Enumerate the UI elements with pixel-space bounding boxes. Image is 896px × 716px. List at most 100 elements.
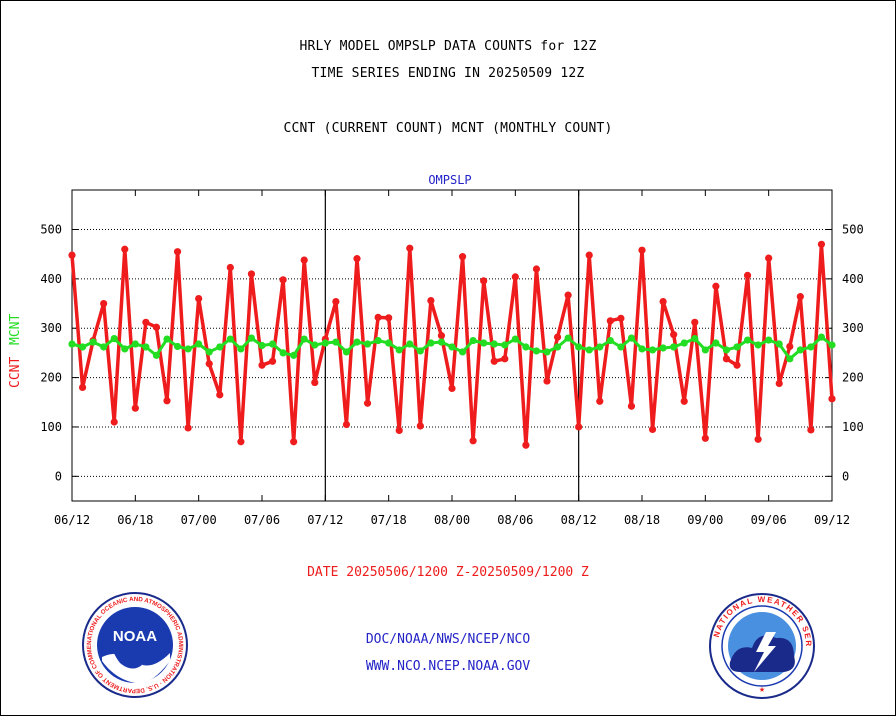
data-point-ccnt: [585, 251, 593, 259]
data-point-ccnt: [754, 435, 762, 443]
data-point-mcnt: [332, 338, 340, 346]
data-point-mcnt: [722, 346, 731, 354]
data-point-ccnt: [638, 246, 646, 254]
grid-layer: [72, 190, 832, 501]
data-point-ccnt: [195, 295, 203, 303]
data-point-mcnt: [311, 341, 319, 349]
y-axis-label-mcnt: MCNT: [8, 314, 23, 345]
data-point-mcnt: [480, 339, 488, 347]
data-point-mcnt: [406, 340, 414, 348]
data-point-mcnt: [638, 345, 646, 353]
data-point-ccnt: [522, 441, 530, 449]
data-point-mcnt: [511, 335, 519, 343]
chart-title-line-2: TIME SERIES ENDING IN 20250509 12Z: [311, 66, 585, 81]
data-point-mcnt: [279, 349, 287, 357]
data-point-mcnt: [216, 343, 224, 351]
data-point-mcnt: [543, 348, 551, 356]
data-point-mcnt: [89, 338, 97, 346]
data-point-mcnt: [100, 343, 108, 351]
data-point-ccnt: [606, 317, 614, 325]
data-point-mcnt: [342, 348, 351, 356]
nws-logo: NATIONAL WEATHER SERVICE ★: [706, 592, 815, 699]
data-point-mcnt: [585, 346, 593, 354]
data-point-mcnt: [532, 347, 541, 355]
data-point-mcnt: [68, 340, 76, 348]
data-point-ccnt: [300, 256, 308, 264]
y-tick-label-left: 500: [40, 222, 62, 236]
data-point-mcnt: [353, 338, 361, 346]
data-point-ccnt: [490, 357, 498, 365]
data-point-ccnt: [395, 426, 403, 435]
data-point-mcnt: [765, 336, 773, 344]
data-point-ccnt: [110, 418, 118, 426]
data-point-mcnt: [648, 346, 657, 354]
y-tick-label-left: 200: [40, 371, 62, 385]
data-point-mcnt: [828, 341, 836, 349]
data-point-mcnt: [374, 336, 382, 345]
y-tick-label-left: 100: [40, 420, 62, 434]
data-point-mcnt: [596, 343, 604, 351]
data-point-mcnt: [163, 335, 171, 343]
data-point-ccnt: [173, 248, 182, 256]
data-point-ccnt: [575, 423, 583, 431]
data-point-ccnt: [237, 438, 245, 446]
data-point-mcnt: [268, 340, 277, 348]
data-point-mcnt: [786, 355, 794, 363]
x-tick-label: 07/12: [307, 513, 343, 527]
data-point-ccnt: [532, 265, 541, 273]
y-tick-label-left: 0: [55, 469, 62, 483]
y-tick-label-right: 300: [842, 321, 864, 335]
data-point-ccnt: [627, 402, 636, 410]
data-point-mcnt: [564, 334, 572, 342]
data-point-ccnt: [448, 384, 456, 393]
data-point-mcnt: [237, 345, 245, 353]
data-point-ccnt: [765, 254, 773, 262]
data-point-mcnt: [395, 346, 403, 354]
y-axis-label-ccnt: CCNT: [8, 357, 23, 388]
y-tick-label-right: 0: [842, 469, 849, 483]
data-point-ccnt: [543, 377, 551, 385]
data-point-mcnt: [110, 334, 118, 343]
data-point-ccnt: [363, 399, 372, 407]
data-point-mcnt: [173, 342, 182, 351]
noaa-logo: NOAA NATIONAL OCEANIC AND ATMOSPHERIC AD…: [80, 591, 188, 698]
y-tick-label-right: 100: [842, 420, 864, 434]
y-tick-label-right: 200: [842, 371, 864, 385]
org-label: DOC/NOAA/NWS/NCEP/NCO: [365, 632, 531, 647]
data-point-mcnt: [670, 343, 678, 351]
data-point-mcnt: [680, 339, 688, 347]
website-link[interactable]: WWW.NCO.NCEP.NOAA.GOV: [365, 659, 531, 674]
data-point-ccnt: [722, 355, 731, 363]
data-point-ccnt: [184, 424, 192, 432]
chart-legend-description: CCNT (CURRENT COUNT) MCNT (MONTHLY COUNT…: [283, 121, 613, 136]
data-point-ccnt: [332, 297, 340, 306]
data-point-ccnt: [100, 299, 108, 308]
data-point-mcnt: [659, 344, 667, 352]
x-tick-label: 09/00: [687, 513, 723, 527]
data-point-mcnt: [121, 345, 129, 353]
x-tick-label: 08/18: [624, 513, 660, 527]
series-layer: [68, 240, 836, 449]
data-point-ccnt: [828, 395, 836, 403]
x-tick-label: 08/00: [434, 513, 470, 527]
data-point-ccnt: [469, 437, 477, 445]
y-tick-label-right: 400: [842, 272, 864, 286]
data-point-mcnt: [385, 339, 393, 347]
data-point-ccnt: [437, 332, 446, 340]
data-point-ccnt: [775, 379, 783, 388]
data-point-ccnt: [670, 331, 678, 339]
data-point-mcnt: [427, 339, 435, 347]
data-point-ccnt: [427, 296, 435, 305]
data-point-mcnt: [300, 335, 308, 343]
data-point-ccnt: [596, 397, 604, 405]
data-point-mcnt: [796, 346, 804, 354]
data-point-ccnt: [406, 244, 414, 252]
data-point-ccnt: [564, 291, 572, 299]
data-point-ccnt: [342, 420, 351, 429]
data-point-mcnt: [817, 333, 826, 341]
data-point-mcnt: [469, 336, 477, 345]
data-point-mcnt: [553, 343, 562, 351]
data-point-ccnt: [817, 240, 826, 248]
data-point-ccnt: [290, 438, 298, 446]
data-point-ccnt: [68, 251, 76, 259]
